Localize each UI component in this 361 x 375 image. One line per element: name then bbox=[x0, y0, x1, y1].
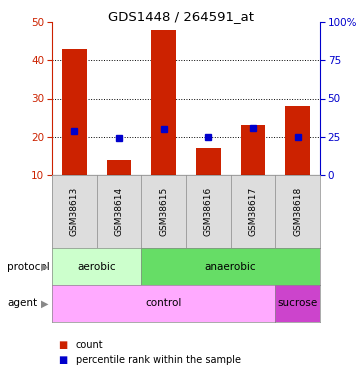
Text: protocol: protocol bbox=[7, 261, 50, 272]
Text: control: control bbox=[145, 298, 182, 309]
Bar bbox=[107, 160, 131, 175]
Text: percentile rank within the sample: percentile rank within the sample bbox=[76, 355, 241, 365]
Bar bbox=[62, 49, 87, 175]
Text: count: count bbox=[76, 340, 104, 350]
Text: GSM38618: GSM38618 bbox=[293, 187, 302, 236]
Text: GSM38615: GSM38615 bbox=[159, 187, 168, 236]
Text: aerobic: aerobic bbox=[77, 261, 116, 272]
Text: GSM38613: GSM38613 bbox=[70, 187, 79, 236]
Bar bbox=[286, 106, 310, 175]
Text: GSM38614: GSM38614 bbox=[114, 187, 123, 236]
Text: ▶: ▶ bbox=[41, 298, 48, 309]
Text: ■: ■ bbox=[58, 355, 67, 365]
Text: sucrose: sucrose bbox=[278, 298, 318, 309]
Bar bbox=[151, 30, 176, 175]
Text: ▶: ▶ bbox=[41, 261, 48, 272]
Bar bbox=[241, 125, 265, 175]
Text: agent: agent bbox=[7, 298, 37, 309]
Text: GSM38617: GSM38617 bbox=[248, 187, 257, 236]
Text: anaerobic: anaerobic bbox=[205, 261, 256, 272]
Text: GSM38616: GSM38616 bbox=[204, 187, 213, 236]
Bar bbox=[196, 148, 221, 175]
Text: GDS1448 / 264591_at: GDS1448 / 264591_at bbox=[108, 10, 253, 23]
Text: ■: ■ bbox=[58, 340, 67, 350]
